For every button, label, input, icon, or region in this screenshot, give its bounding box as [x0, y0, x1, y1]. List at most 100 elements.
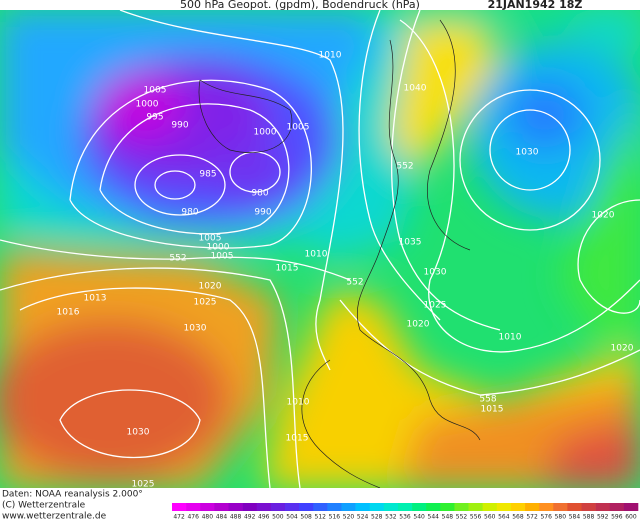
isobar-label: 990 [254, 208, 271, 218]
scale-swatch [256, 503, 272, 511]
scale-swatch [228, 503, 243, 511]
isobar-label: 1005 [287, 123, 310, 133]
isobar-label: 980 [251, 189, 268, 199]
scale-tick-label: 472 [173, 514, 185, 521]
isobar-label: 1000 [136, 100, 159, 110]
isobar-label: 1025 [194, 298, 217, 308]
scale-swatch [525, 503, 540, 511]
scale-tick-label: 516 [329, 514, 341, 521]
copyright: (C) Wetterzentrale [2, 501, 86, 511]
geopotential-label: 552 [169, 254, 186, 264]
scale-swatch [284, 503, 300, 511]
scale-tick-label: 500 [272, 514, 284, 521]
scale-tick-label: 504 [286, 514, 298, 521]
isobar-label: 995 [146, 113, 163, 123]
scale-tick-label: 524 [357, 514, 369, 521]
scale-swatch [397, 503, 413, 511]
source: Daten: NOAA reanalysis 2.000° [2, 490, 143, 500]
scale-swatch [553, 503, 568, 511]
scale-tick-label: 576 [540, 514, 552, 521]
scale-swatch [581, 503, 596, 511]
scale-swatch [468, 503, 483, 511]
date: 21JAN1942 18Z [488, 0, 583, 11]
scale-swatch [341, 503, 356, 511]
isobar-label: 1005 [144, 86, 167, 96]
scale-tick-label: 488 [230, 514, 242, 521]
isobar-label: 1015 [481, 405, 504, 415]
isobar-label: 1000 [207, 243, 230, 253]
isobar-label: 1020 [592, 211, 615, 221]
scale-swatch [496, 503, 512, 511]
isobar-label: 985 [199, 170, 216, 180]
scale-tick-label: 540 [413, 514, 425, 521]
scale-swatch [482, 503, 498, 511]
isobar-label: 1030 [424, 268, 447, 278]
scale-tick-label: 584 [569, 514, 581, 521]
isobar-label: 1010 [499, 333, 522, 343]
scale-tick-label: 568 [512, 514, 524, 521]
isobar-label: 1030 [516, 148, 539, 158]
isobar-label: 1010 [305, 250, 328, 260]
isobars [0, 10, 640, 488]
scale-tick-label: 508 [300, 514, 312, 521]
scale-swatch [539, 503, 554, 511]
isobar-label: 1000 [254, 128, 277, 138]
scale-tick-label: 476 [187, 514, 199, 521]
scale-tick-label: 560 [484, 514, 496, 521]
isobar-label: 1020 [611, 344, 634, 354]
scale-tick-label: 492 [244, 514, 256, 521]
scale-tick-label: 480 [202, 514, 214, 521]
scale-tick-label: 536 [399, 514, 411, 521]
scale-tick-label: 484 [216, 514, 228, 521]
scale-tick-label: 512 [315, 514, 327, 521]
scale-swatch [412, 503, 427, 511]
isobar-label: 1005 [211, 252, 234, 262]
scale-swatch [186, 503, 201, 511]
scale-swatch [510, 503, 526, 511]
scale-swatch [609, 503, 625, 511]
scale-swatch [440, 503, 455, 511]
isobar-label: 1020 [407, 320, 430, 330]
geopotential-label: 558 [479, 395, 496, 405]
isobar-label: 1030 [127, 428, 150, 438]
scale-tick-label: 532 [385, 514, 397, 521]
scale-tick-label: 520 [343, 514, 355, 521]
scale-swatch [214, 503, 229, 511]
scale-tick-label: 600 [625, 514, 637, 521]
isobar-label: 1040 [404, 84, 427, 94]
scale-swatch [327, 503, 342, 511]
scale-swatch [426, 503, 441, 511]
scale-tick-label: 564 [498, 514, 510, 521]
scale-swatch [355, 503, 370, 511]
isobar-label: 1005 [199, 234, 222, 244]
geopotential-label: 552 [346, 278, 363, 288]
scale-tick-label: 552 [456, 514, 468, 521]
isobar-label: 1025 [132, 480, 155, 490]
coastlines [198, 19, 481, 488]
isobar-label: 1015 [286, 434, 309, 444]
map-field [0, 10, 640, 488]
geopotential-label: 552 [396, 162, 413, 172]
scale-tick-label: 544 [428, 514, 440, 521]
scale-swatch [172, 503, 187, 511]
scale-tick-label: 528 [371, 514, 383, 521]
scale-tick-label: 592 [597, 514, 609, 521]
isobar-label: 1025 [424, 301, 447, 311]
scale-swatch [567, 503, 582, 511]
isobar-label: 1035 [399, 238, 422, 248]
scale-swatch [200, 503, 215, 511]
isobar-label: 1030 [184, 324, 207, 334]
isobar-label: 1010 [319, 51, 342, 61]
scale-swatch [242, 503, 258, 511]
scale-swatch [313, 503, 328, 511]
isobar-label: 1020 [199, 282, 222, 292]
scale-tick-label: 496 [258, 514, 270, 521]
scale-tick-label: 556 [470, 514, 482, 521]
scale-swatch [623, 503, 639, 511]
scale-swatch [299, 503, 314, 511]
isobar-label: 1010 [287, 398, 310, 408]
color-scale: 472 476 480 484 488 492 496 500 504 508 512 516 520 5… [172, 503, 639, 521]
scale-swatch [270, 503, 286, 511]
